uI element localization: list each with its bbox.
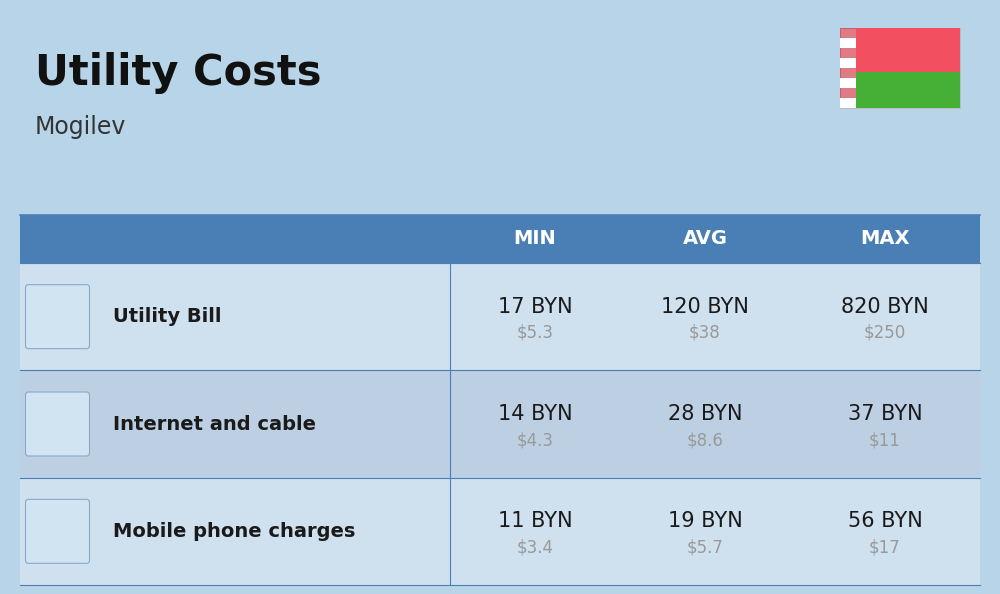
Text: $8.6: $8.6 — [687, 431, 723, 449]
Text: Utility Bill: Utility Bill — [113, 307, 222, 326]
Text: Mogilev: Mogilev — [35, 115, 126, 139]
Text: AVG: AVG — [682, 229, 728, 248]
FancyBboxPatch shape — [26, 392, 90, 456]
Text: $3.4: $3.4 — [516, 538, 554, 557]
Bar — [856, 72, 960, 108]
Bar — [840, 38, 856, 48]
Text: Mobile phone charges: Mobile phone charges — [113, 522, 355, 541]
Text: 17 BYN: 17 BYN — [498, 296, 572, 317]
Bar — [840, 58, 856, 68]
Text: 37 BYN: 37 BYN — [848, 404, 922, 424]
Text: 14 BYN: 14 BYN — [498, 404, 572, 424]
Bar — [840, 28, 856, 38]
Text: $5.3: $5.3 — [516, 324, 554, 342]
Text: $17: $17 — [869, 538, 901, 557]
Bar — [20, 478, 980, 585]
Text: 820 BYN: 820 BYN — [841, 296, 929, 317]
Bar — [840, 88, 856, 98]
Text: MIN: MIN — [514, 229, 556, 248]
Bar — [20, 263, 980, 370]
Text: $38: $38 — [689, 324, 721, 342]
Text: 11 BYN: 11 BYN — [498, 511, 572, 532]
Text: 19 BYN: 19 BYN — [668, 511, 742, 532]
Text: 56 BYN: 56 BYN — [848, 511, 922, 532]
Text: $250: $250 — [864, 324, 906, 342]
Text: $11: $11 — [869, 431, 901, 449]
Text: 120 BYN: 120 BYN — [661, 296, 749, 317]
Text: $5.7: $5.7 — [687, 538, 723, 557]
Bar — [20, 215, 980, 263]
Bar — [840, 68, 856, 78]
FancyBboxPatch shape — [26, 285, 90, 349]
Bar — [856, 28, 960, 72]
Bar — [840, 78, 856, 88]
Bar — [20, 370, 980, 478]
Text: $4.3: $4.3 — [516, 431, 554, 449]
Text: 28 BYN: 28 BYN — [668, 404, 742, 424]
Text: Internet and cable: Internet and cable — [113, 415, 316, 434]
Bar — [840, 98, 856, 108]
Bar — [840, 28, 960, 108]
Text: Utility Costs: Utility Costs — [35, 52, 322, 94]
Bar — [840, 48, 856, 58]
Text: MAX: MAX — [860, 229, 910, 248]
FancyBboxPatch shape — [26, 500, 90, 563]
